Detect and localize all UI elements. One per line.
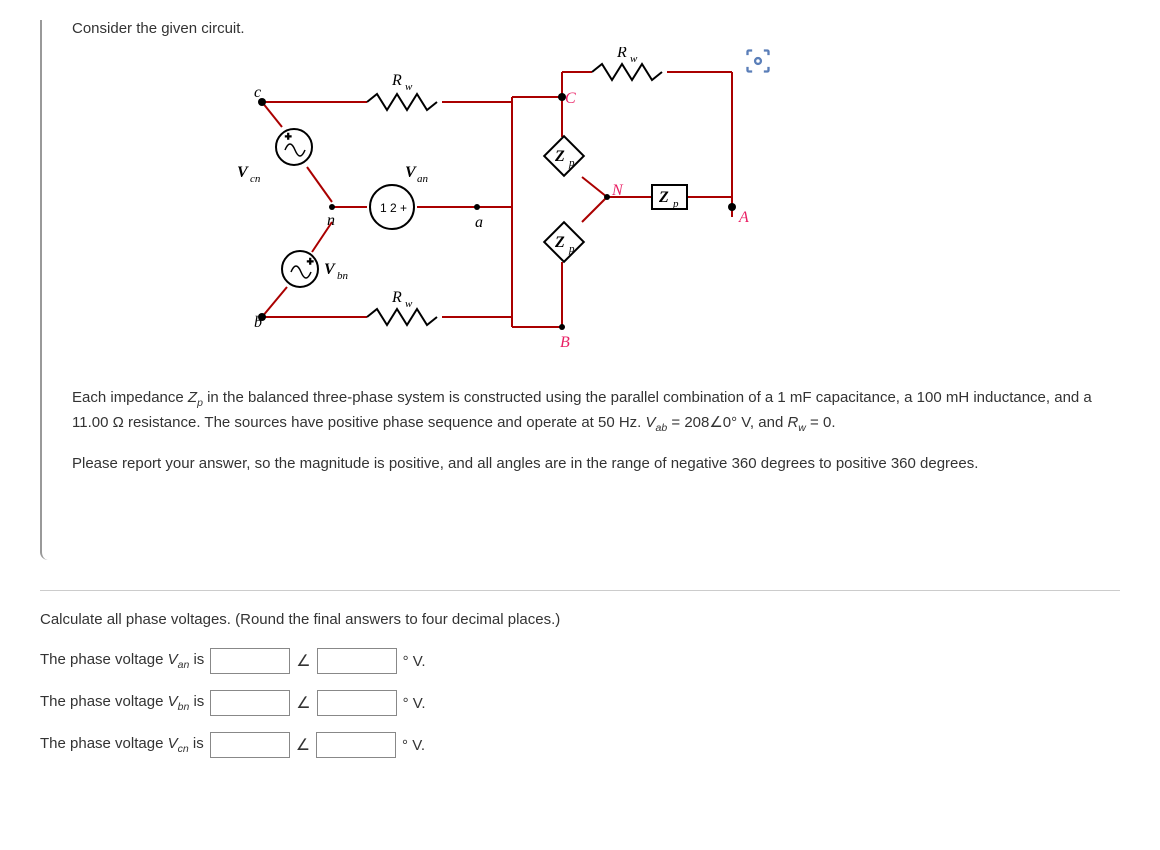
- scan-icon[interactable]: [744, 47, 772, 75]
- svg-text:a: a: [475, 214, 483, 231]
- svg-text:w: w: [405, 298, 413, 310]
- svg-text:V: V: [324, 261, 336, 278]
- van-magnitude-input[interactable]: [210, 648, 290, 674]
- svg-text:Z: Z: [554, 148, 565, 165]
- svg-text:R: R: [391, 72, 402, 89]
- svg-text:w: w: [405, 81, 413, 93]
- van-angle-input[interactable]: [317, 648, 397, 674]
- svg-text:b: b: [254, 314, 262, 331]
- svg-text:V: V: [405, 164, 417, 181]
- svg-text:N: N: [611, 182, 624, 199]
- svg-text:+: +: [307, 256, 313, 268]
- problem-paragraph-1: Each impedance Zp in the balanced three-…: [72, 387, 1120, 437]
- svg-text:bn: bn: [337, 270, 349, 282]
- answer-row-vbn: The phase voltage Vbn is ∠ ° V.: [40, 690, 1120, 716]
- problem-paragraph-2: Please report your answer, so the magnit…: [72, 453, 1120, 476]
- question-section: Calculate all phase voltages. (Round the…: [40, 590, 1120, 758]
- svg-text:B: B: [560, 334, 570, 351]
- vcn-angle-input[interactable]: [316, 732, 396, 758]
- svg-text:R: R: [391, 289, 402, 306]
- vbn-angle-input[interactable]: [317, 690, 397, 716]
- svg-text:Z: Z: [658, 189, 669, 206]
- svg-text:cn: cn: [250, 173, 261, 185]
- svg-text:c: c: [254, 84, 261, 101]
- unit-label: ° V.: [402, 737, 425, 754]
- svg-text:p: p: [568, 157, 575, 169]
- svg-text:1 2 +: 1 2 +: [380, 201, 407, 215]
- question-prompt: Calculate all phase voltages. (Round the…: [40, 611, 1120, 628]
- svg-text:p: p: [568, 243, 575, 255]
- unit-label: ° V.: [403, 695, 426, 712]
- answer-row-van: The phase voltage Van is ∠ ° V.: [40, 648, 1120, 674]
- angle-symbol: ∠: [296, 693, 310, 713]
- svg-text:A: A: [738, 209, 749, 226]
- answer-row-vcn: The phase voltage Vcn is ∠ ° V.: [40, 732, 1120, 758]
- svg-text:an: an: [417, 173, 429, 185]
- angle-symbol: ∠: [296, 735, 310, 755]
- angle-symbol: ∠: [296, 651, 310, 671]
- svg-text:+: +: [285, 131, 291, 143]
- svg-text:w: w: [630, 53, 638, 65]
- svg-text:Z: Z: [554, 234, 565, 251]
- unit-label: ° V.: [403, 653, 426, 670]
- svg-text:R: R: [616, 47, 627, 61]
- circuit-diagram: + + 1 2 +: [212, 47, 772, 367]
- intro-text: Consider the given circuit.: [72, 20, 1120, 37]
- svg-text:p: p: [672, 198, 679, 210]
- svg-text:V: V: [237, 164, 249, 181]
- svg-text:C: C: [565, 90, 576, 107]
- svg-text:n: n: [327, 212, 335, 229]
- vbn-magnitude-input[interactable]: [210, 690, 290, 716]
- vcn-magnitude-input[interactable]: [210, 732, 290, 758]
